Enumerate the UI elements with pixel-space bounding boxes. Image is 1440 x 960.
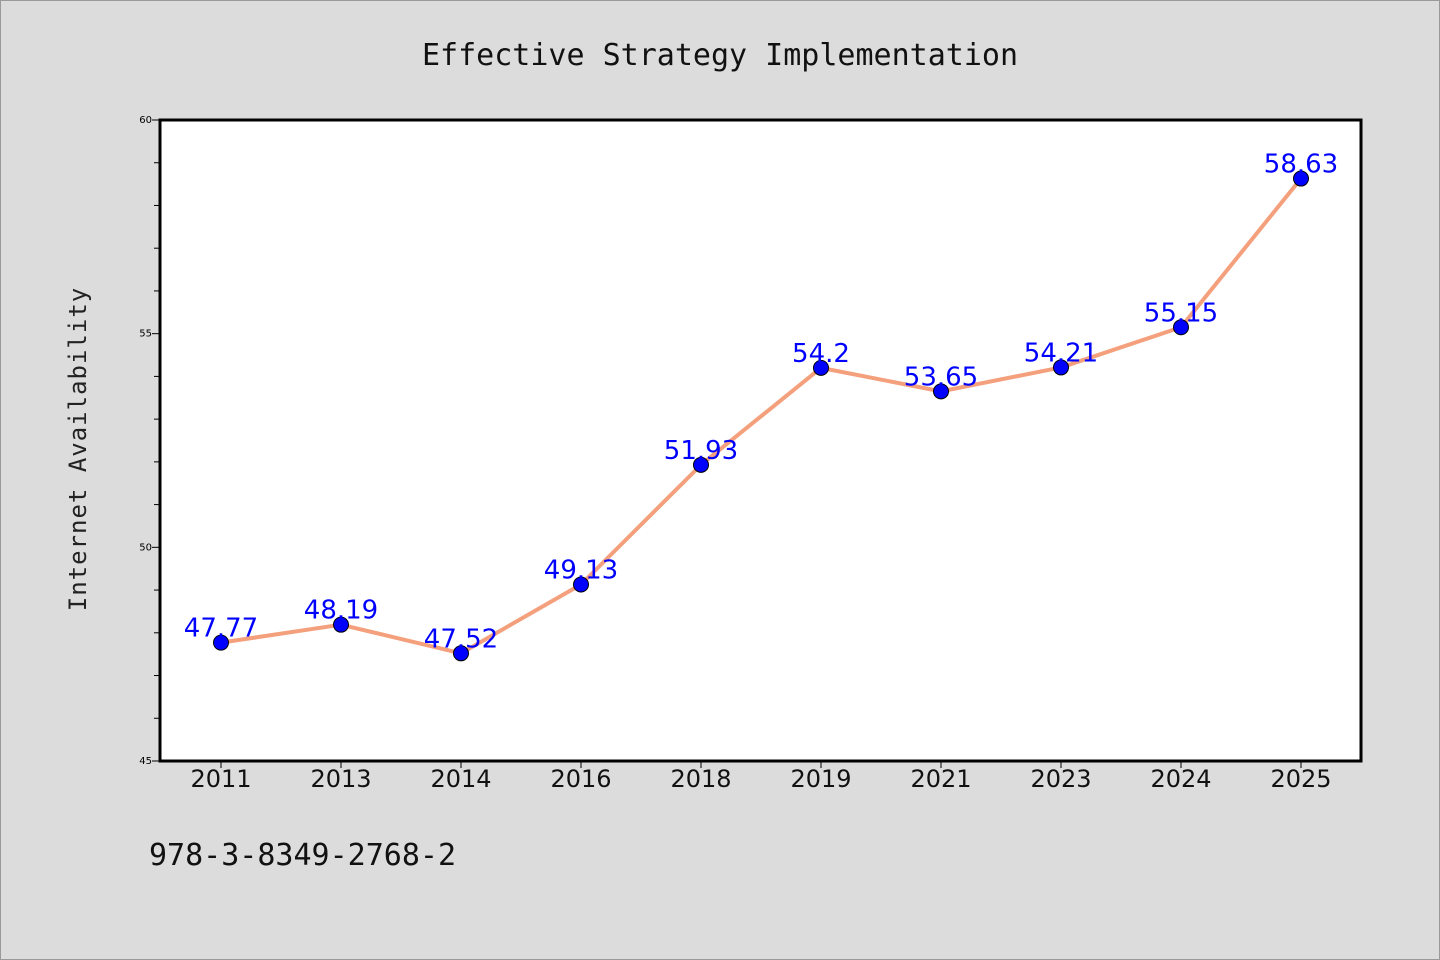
series-layer <box>213 170 1309 662</box>
data-label: 53.65 <box>904 362 978 392</box>
data-label: 55.15 <box>1144 298 1218 328</box>
y-tick-label: 45 <box>139 756 152 767</box>
data-label: 47.77 <box>184 614 258 644</box>
data-label: 49.13 <box>544 556 618 586</box>
data-point <box>573 576 589 593</box>
data-point <box>453 645 469 662</box>
x-tick-label: 2019 <box>790 765 851 793</box>
y-axis-label: Internet Availability <box>64 287 92 611</box>
data-point <box>213 634 229 651</box>
x-tick-label: 2013 <box>310 765 371 793</box>
data-point <box>693 456 709 473</box>
footnote-isbn: 978-3-8349-2768-2 <box>149 838 456 873</box>
x-tick-label: 2014 <box>430 765 491 793</box>
data-labels-layer: 47.77 48.19 47.52 49.13 51.93 54.2 53.65 54.21 5… <box>184 150 1338 655</box>
data-label: 48.19 <box>304 596 378 626</box>
x-tick-label: 2011 <box>190 765 251 793</box>
data-label: 54.2 <box>792 339 850 369</box>
x-tick-label: 2018 <box>670 765 731 793</box>
data-point <box>1053 359 1069 376</box>
data-point <box>1173 319 1189 336</box>
data-point <box>333 616 349 633</box>
y-tick-label: 60 <box>139 115 152 126</box>
x-tick-label: 2021 <box>910 765 971 793</box>
data-label: 51.93 <box>664 436 738 466</box>
x-tick-label: 2025 <box>1270 765 1331 793</box>
data-label: 58.63 <box>1264 150 1338 180</box>
data-label: 54.21 <box>1024 338 1098 368</box>
y-axis: 45 50 55 60 <box>139 115 160 767</box>
x-tick-label: 2023 <box>1030 765 1091 793</box>
y-tick-label: 50 <box>139 542 152 553</box>
plot-area <box>158 118 1363 763</box>
data-label: 47.52 <box>424 624 498 654</box>
x-axis: 2011 2013 2014 2016 2018 2019 2021 2023 2024 2025 <box>190 761 1332 793</box>
chart-title: Effective Strategy Implementation <box>422 38 1018 73</box>
data-point <box>1293 170 1309 187</box>
data-point <box>813 359 829 376</box>
y-tick-label: 55 <box>139 329 152 340</box>
x-tick-label: 2016 <box>550 765 611 793</box>
series-line <box>219 176 1303 656</box>
x-tick-label: 2024 <box>1150 765 1211 793</box>
data-point <box>933 383 949 400</box>
